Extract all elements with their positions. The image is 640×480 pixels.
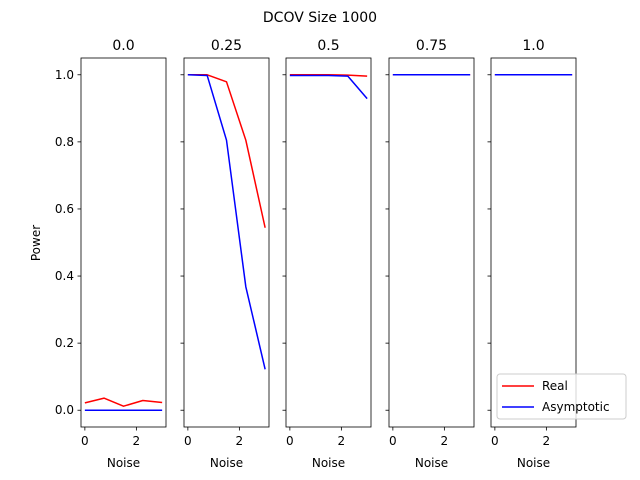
x-tick-label: 0 (81, 434, 89, 448)
y-axis-label: Power (29, 225, 43, 261)
figure-title: DCOV Size 1000 (263, 10, 377, 26)
axes-frame (183, 57, 270, 428)
x-tick-label: 2 (441, 434, 449, 448)
x-tick-label: 2 (338, 434, 346, 448)
panel-1: 0 2 0.25 Noise (180, 38, 270, 470)
x-tick-label: 0 (389, 434, 397, 448)
panel-3: 0 2 0.75 Noise (385, 38, 475, 470)
panel-0: 0 2 0.0 0.2 0.4 0.6 0.8 1.0 0.0 Noise (55, 38, 167, 470)
panel-title: 0.0 (112, 38, 134, 54)
x-axis-label: Noise (107, 456, 140, 470)
y-tick-label: 0.8 (55, 135, 74, 149)
y-tick-label: 0.4 (55, 269, 74, 283)
x-tick-label: 0 (286, 434, 294, 448)
series-line-asymptotic-panel-1 (187, 74, 266, 370)
x-axis-label: Noise (517, 456, 550, 470)
legend-label-real: Real (542, 379, 568, 393)
x-tick-label: 2 (133, 434, 141, 448)
panel-title: 0.25 (211, 38, 242, 54)
axes-frame (388, 57, 475, 428)
axes-frame (490, 57, 577, 428)
x-tick-label: 0 (491, 434, 499, 448)
x-tick-label: 2 (236, 434, 244, 448)
y-tick-label: 1.0 (55, 68, 74, 82)
panel-title: 1.0 (522, 38, 544, 54)
y-tick-label: 0.2 (55, 336, 74, 350)
y-tick-label: 0.6 (55, 202, 74, 216)
x-axis-label: Noise (312, 456, 345, 470)
axes-frame (285, 57, 372, 428)
x-axis-label: Noise (415, 456, 448, 470)
x-tick-label: 2 (543, 434, 551, 448)
legend-label-asymptotic: Asymptotic (542, 400, 610, 414)
panel-4: 0 2 1.0 Noise (487, 38, 577, 470)
series-line-real-panel-0 (84, 397, 163, 407)
panel-title: 0.5 (317, 38, 339, 54)
panel-title: 0.75 (416, 38, 447, 54)
x-tick-label: 0 (184, 434, 192, 448)
legend: Real Asymptotic (496, 373, 627, 420)
panel-2: 0 2 0.5 Noise (282, 38, 372, 470)
axes-frame (80, 57, 167, 428)
series-line-asymptotic-panel-2 (289, 74, 368, 100)
y-tick-label: 0.0 (55, 403, 74, 417)
x-axis-label: Noise (210, 456, 243, 470)
